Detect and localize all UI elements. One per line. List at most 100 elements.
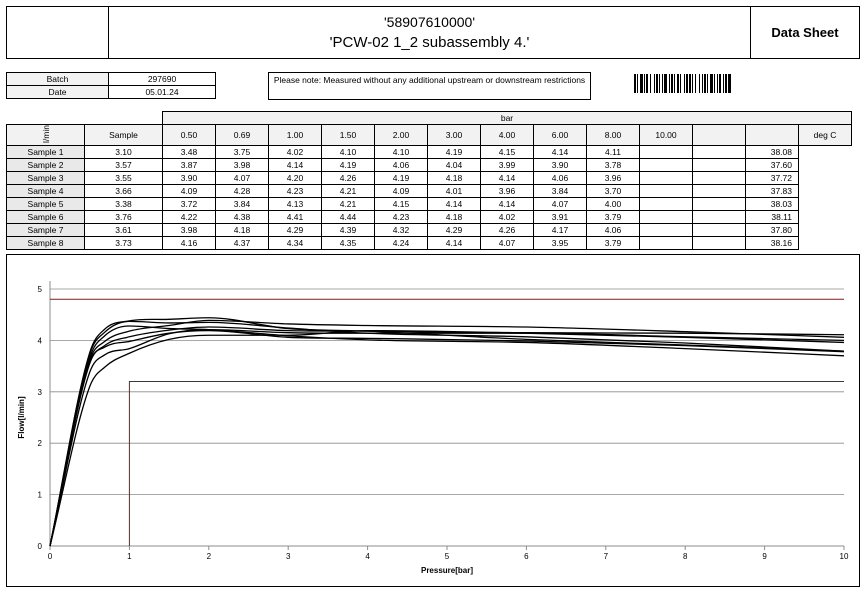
pressure-header: 6.00 <box>533 124 587 146</box>
flow-value: 4.09 <box>374 183 428 198</box>
pressure-header: 8.00 <box>586 124 640 146</box>
pressure-unit-header: bar <box>162 111 852 125</box>
flow-value: 4.14 <box>480 170 534 185</box>
batch-value: 297690 <box>108 72 216 86</box>
flow-value: 4.26 <box>480 222 534 237</box>
flow-value: 4.15 <box>480 144 534 159</box>
part-number: '58907610000' <box>384 13 475 30</box>
sample-name: Sample 2 <box>6 157 85 172</box>
header-title-block: '58907610000' 'PCW-02 1_2 subassembly 4.… <box>108 6 751 59</box>
temperature-value: 38.11 <box>745 209 799 224</box>
flow-value: 4.10 <box>321 144 375 159</box>
flow-value <box>639 157 693 172</box>
flow-value: 3.55 <box>84 170 163 185</box>
flow-value <box>639 144 693 159</box>
measurement-note: Please note: Measured without any additi… <box>268 72 591 100</box>
flow-data-table: bar l/min Sample 0.50 0.69 1.00 1.50 2.00 3.0… <box>6 111 852 250</box>
x-tick-label: 6 <box>524 552 529 561</box>
temperature-value: 38.08 <box>745 144 799 159</box>
x-tick-label: 2 <box>207 552 212 561</box>
flow-value <box>639 222 693 237</box>
x-tick-label: 8 <box>683 552 688 561</box>
batch-info-table: Batch 297690 Date 05.01.24 <box>6 72 216 99</box>
flow-value: 3.95 <box>533 235 587 250</box>
flow-value <box>692 222 746 237</box>
temperature-value: 37.60 <box>745 157 799 172</box>
flow-value <box>692 157 746 172</box>
y-axis-label: Flow[l/min] <box>17 396 26 439</box>
flow-value: 4.16 <box>162 235 216 250</box>
x-tick-label: 5 <box>445 552 450 561</box>
flow-value: 3.48 <box>162 144 216 159</box>
flow-value: 4.18 <box>427 170 481 185</box>
flow-value: 3.87 <box>162 157 216 172</box>
lower-limit-line <box>128 381 844 546</box>
flow-value: 4.06 <box>586 222 640 237</box>
flow-value: 4.18 <box>215 222 269 237</box>
x-tick-label: 1 <box>127 552 132 561</box>
x-tick-label: 10 <box>840 552 849 561</box>
flow-value: 4.19 <box>374 170 428 185</box>
sample-name: Sample 3 <box>6 170 85 185</box>
flow-value: 4.06 <box>533 170 587 185</box>
flow-value: 4.07 <box>215 170 269 185</box>
flow-series-line <box>49 329 845 547</box>
pressure-header <box>692 124 746 146</box>
flow-value: 3.90 <box>533 157 587 172</box>
flow-value: 3.72 <box>162 196 216 211</box>
flow-value <box>692 170 746 185</box>
table-row: Sample 6 3.76 4.22 4.38 4.41 4.44 4.23 4.18 4.02… <box>6 209 852 224</box>
header-logo-area <box>6 6 109 59</box>
flow-value: 3.76 <box>84 209 163 224</box>
pressure-header: 1.00 <box>268 124 322 146</box>
pressure-header: 4.00 <box>480 124 534 146</box>
flow-value: 4.19 <box>321 157 375 172</box>
flow-value: 3.78 <box>586 157 640 172</box>
table-row: Sample 2 3.57 3.87 3.98 4.14 4.19 4.06 4.04 3.99… <box>6 157 852 172</box>
y-tick-label: 2 <box>38 439 43 448</box>
flow-value: 4.14 <box>480 196 534 211</box>
flow-value: 3.98 <box>215 157 269 172</box>
temperature-value: 38.03 <box>745 196 799 211</box>
flow-series-line <box>49 326 845 547</box>
flow-value: 4.35 <box>321 235 375 250</box>
flow-value <box>692 183 746 198</box>
flow-value: 4.23 <box>268 183 322 198</box>
temperature-value: 38.16 <box>745 235 799 250</box>
flow-value: 4.01 <box>427 183 481 198</box>
flow-value: 3.99 <box>480 157 534 172</box>
pressure-header: 2.00 <box>374 124 428 146</box>
flow-value: 4.17 <box>533 222 587 237</box>
x-tick-label: 3 <box>286 552 291 561</box>
pressure-header: 3.00 <box>427 124 481 146</box>
flow-value: 3.96 <box>480 183 534 198</box>
flow-value: 4.23 <box>374 209 428 224</box>
flow-value <box>692 196 746 211</box>
flow-value: 4.21 <box>321 183 375 198</box>
sample-name: Sample 6 <box>6 209 85 224</box>
sample-name: Sample 1 <box>6 144 85 159</box>
table-row: Sample 8 3.73 4.16 4.37 4.34 4.35 4.24 4.14 4.07… <box>6 235 852 250</box>
flow-series-line <box>49 317 845 547</box>
flow-value: 3.57 <box>84 157 163 172</box>
flow-value: 4.13 <box>268 196 322 211</box>
flow-value: 3.91 <box>533 209 587 224</box>
pressure-header: 10.00 <box>639 124 693 146</box>
date-label: Date <box>6 85 109 99</box>
flow-value: 4.29 <box>268 222 322 237</box>
flow-value: 3.84 <box>215 196 269 211</box>
x-tick-label: 0 <box>48 552 53 561</box>
flow-value <box>639 235 693 250</box>
pressure-header: 1.50 <box>321 124 375 146</box>
flow-value: 4.26 <box>321 170 375 185</box>
y-tick-label: 1 <box>38 491 43 500</box>
document-type: Data Sheet <box>750 6 860 59</box>
y-tick-label: 5 <box>38 285 43 294</box>
flow-value: 4.11 <box>586 144 640 159</box>
date-value: 05.01.24 <box>108 85 216 99</box>
sample-name: Sample 4 <box>6 183 85 198</box>
flow-value: 4.14 <box>268 157 322 172</box>
flow-series-line <box>49 320 845 547</box>
table-row: Sample 7 3.61 3.98 4.18 4.29 4.39 4.32 4.29 4.26… <box>6 222 852 237</box>
flow-value: 4.00 <box>586 196 640 211</box>
